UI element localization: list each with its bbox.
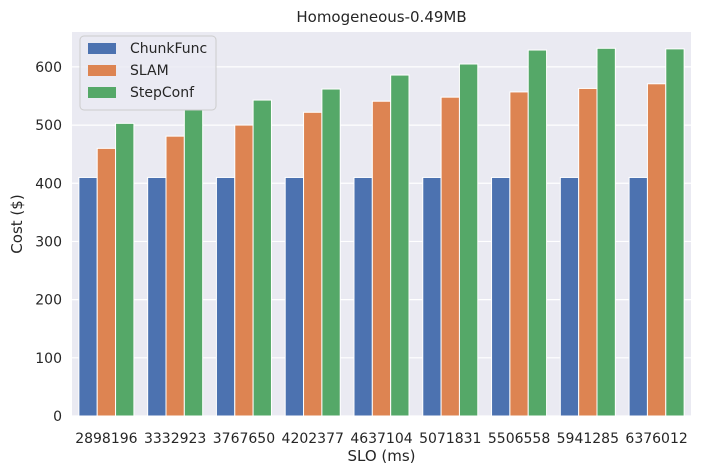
bar-chunkfunc-5941285: [559, 176, 580, 417]
bar-stepconf-5941285: [596, 47, 616, 417]
y-tick-label: 300: [35, 234, 62, 250]
legend-swatch-slam: [88, 65, 116, 76]
legend-label-slam: SLAM: [130, 63, 169, 79]
bar-chunkfunc-4202377: [284, 176, 305, 417]
legend: ChunkFunc SLAM StepConf: [79, 35, 217, 111]
bar-slam-5941285: [578, 87, 598, 417]
bar-stepconf-3767650: [252, 99, 272, 417]
x-tick-label: 5941285: [557, 431, 619, 447]
x-tick-label: 6376012: [625, 431, 687, 447]
bar-chunkfunc-3332923: [147, 176, 167, 417]
y-tick-label: 200: [35, 293, 62, 309]
bar-stepconf-4202377: [321, 88, 341, 417]
bar-stepconf-5071831: [458, 63, 479, 417]
x-axis-label: SLO (ms): [347, 447, 415, 465]
y-tick-label: 0: [53, 409, 62, 425]
bar-stepconf-3332923: [183, 109, 204, 417]
bar-stepconf-2898196: [115, 122, 135, 417]
y-axis-label: Cost ($): [8, 194, 26, 253]
bar-slam-6376012: [646, 83, 667, 417]
bar-slam-5506558: [509, 91, 529, 417]
x-axis-ticks: 2898196 3332923 3767650 4202377 4637104 50718…: [75, 431, 688, 447]
x-tick-label: 4202377: [282, 431, 344, 447]
y-tick-label: 500: [35, 118, 62, 134]
bar-stepconf-6376012: [665, 48, 685, 417]
bar-chunkfunc-3767650: [215, 176, 236, 417]
bar-chunkfunc-5071831: [422, 176, 442, 417]
x-tick-label: 2898196: [75, 431, 137, 447]
bar-chunkfunc-5506558: [491, 176, 511, 417]
x-tick-label: 4637104: [350, 431, 412, 447]
bar-chunkfunc-4637104: [353, 176, 373, 417]
chart-title: Homogeneous-0.49MB: [296, 8, 466, 26]
y-tick-label: 600: [35, 60, 62, 76]
bar-chunkfunc-6376012: [628, 176, 648, 417]
legend-label-chunkfunc: ChunkFunc: [130, 41, 207, 57]
bar-slam-3332923: [165, 135, 185, 417]
legend-label-stepconf: StepConf: [130, 85, 195, 101]
x-tick-label: 5071831: [419, 431, 481, 447]
legend-swatch-stepconf: [88, 87, 116, 98]
legend-swatch-chunkfunc: [88, 43, 116, 54]
y-tick-label: 400: [35, 176, 62, 192]
x-tick-label: 3332923: [144, 431, 206, 447]
x-tick-label: 5506558: [488, 431, 550, 447]
bar-slam-3767650: [234, 124, 254, 417]
bar-slam-4202377: [303, 111, 323, 417]
y-axis-ticks: 0 100 200 300 400 500 600: [35, 60, 62, 425]
x-tick-label: 3767650: [213, 431, 275, 447]
bar-slam-4637104: [371, 100, 392, 417]
bar-slam-2898196: [96, 147, 117, 417]
bar-stepconf-4637104: [390, 74, 410, 417]
y-tick-label: 100: [35, 351, 62, 367]
bar-chunkfunc-2898196: [78, 176, 98, 417]
bars: [78, 47, 685, 417]
bar-stepconf-5506558: [527, 49, 548, 417]
bar-slam-5071831: [440, 96, 460, 417]
